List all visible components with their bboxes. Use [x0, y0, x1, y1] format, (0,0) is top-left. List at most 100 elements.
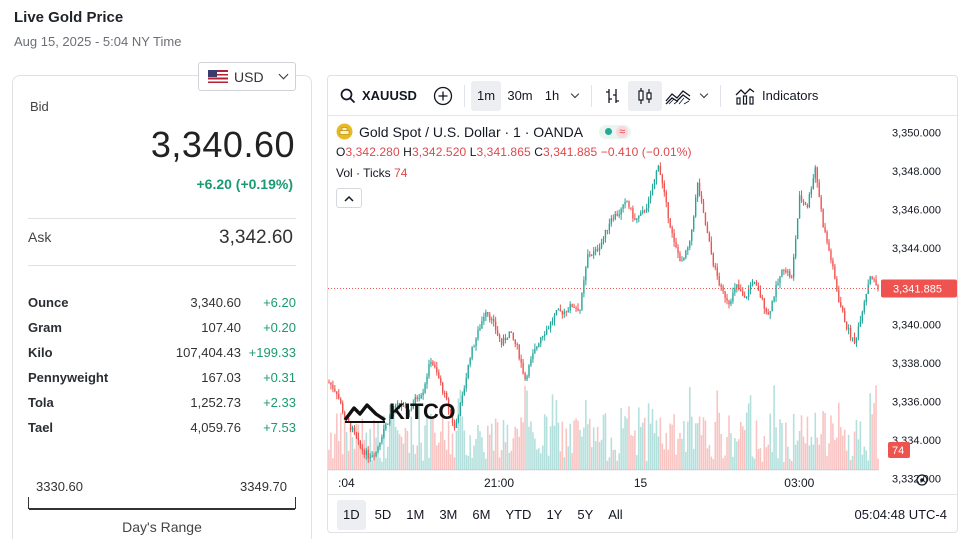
volume-bar	[496, 422, 499, 470]
volume-bar	[836, 437, 838, 470]
volume-bar	[681, 438, 683, 470]
candle	[693, 216, 695, 230]
candle	[649, 195, 652, 200]
candle	[700, 195, 703, 202]
candle	[734, 288, 736, 293]
interval-dropdown[interactable]	[565, 81, 585, 111]
chart-style-dropdown[interactable]	[694, 81, 714, 111]
y-tick-label: 3,350.000	[892, 127, 941, 139]
volume-bar	[704, 420, 707, 470]
volume-bar	[679, 432, 681, 470]
volume-bar	[716, 390, 719, 470]
volume-bar	[690, 416, 693, 470]
candle	[840, 302, 842, 307]
volume-bar	[834, 439, 836, 470]
range-5y[interactable]: 5Y	[577, 507, 594, 522]
collapse-legend-button[interactable]	[336, 188, 362, 208]
volume-bar	[457, 398, 460, 470]
chart-style-button[interactable]	[662, 81, 694, 111]
volume-bar	[575, 418, 577, 470]
volume-bar	[402, 443, 405, 470]
candle	[775, 284, 777, 298]
currency-select[interactable]: USD	[198, 62, 296, 91]
candle	[589, 254, 591, 256]
volume-bar	[343, 415, 346, 470]
candle	[742, 291, 744, 296]
candle	[396, 403, 399, 406]
candle	[826, 232, 828, 243]
open-value: 3,342.280	[345, 145, 400, 159]
bid-price: 3,340.60	[150, 124, 295, 165]
candle	[543, 334, 546, 337]
symbol-search[interactable]: XAUUSD	[328, 88, 428, 104]
candle	[789, 271, 791, 278]
volume-bar	[406, 430, 409, 470]
candle	[873, 279, 875, 281]
volume-bar	[432, 415, 434, 470]
candle	[867, 284, 869, 294]
candle	[506, 338, 509, 340]
range-1m[interactable]: 1M	[406, 507, 425, 522]
volume-bar	[332, 458, 334, 470]
volume-bar	[634, 430, 636, 470]
volume-bar	[334, 433, 336, 470]
candle	[781, 270, 783, 277]
volume-bar	[702, 417, 705, 470]
unit-price: 3,340.60	[190, 295, 241, 310]
current-volume-tag	[888, 442, 910, 458]
volume-bar	[794, 444, 797, 470]
unit-name: Kilo	[28, 345, 53, 360]
range-all[interactable]: All	[608, 507, 623, 522]
range-6m[interactable]: 6M	[472, 507, 491, 522]
volume-bar	[657, 436, 660, 470]
volume-bar	[463, 430, 466, 470]
candles-button[interactable]	[628, 80, 662, 111]
volume-bar	[606, 460, 609, 470]
volume-bar	[708, 445, 711, 470]
unit-price: 107.40	[201, 320, 241, 335]
volume-bar	[757, 449, 760, 470]
volume-bar	[528, 426, 530, 470]
range-1y[interactable]: 1Y	[546, 507, 563, 522]
bar-replay-button[interactable]	[598, 81, 628, 111]
price-chart[interactable]: 3,350.000 3,348.000 3,346.000 3,344.000 3,34…	[328, 117, 958, 494]
indicators-button[interactable]: Indicators	[727, 81, 826, 111]
chevron-down-icon	[570, 89, 580, 99]
candle	[671, 227, 673, 234]
candle	[557, 309, 560, 311]
volume-bar	[573, 420, 575, 470]
range-ytd[interactable]: YTD	[505, 507, 532, 522]
volume-bar	[622, 428, 624, 470]
volume-bar	[339, 412, 342, 470]
candle	[404, 405, 407, 408]
volume-bar	[404, 428, 407, 470]
compare-symbol-button[interactable]	[428, 81, 458, 111]
days-range-low: 3330.60	[36, 479, 83, 494]
candle	[685, 250, 687, 258]
range-1d[interactable]: 1D	[337, 499, 366, 530]
candle	[755, 282, 758, 286]
chevron-down-icon	[699, 89, 709, 99]
volume-bar	[839, 427, 842, 470]
volume-bar	[745, 412, 748, 470]
volume-bar	[855, 419, 858, 470]
range-3m[interactable]: 3M	[439, 507, 458, 522]
candle	[738, 284, 740, 290]
y-tick-label: 3,340.000	[892, 320, 941, 332]
interval-1h[interactable]: 1h	[544, 88, 560, 103]
candle	[871, 276, 873, 280]
candle	[769, 311, 771, 315]
high-value: 3,342.520	[411, 145, 467, 159]
current-price-tag	[881, 279, 957, 298]
volume-bar	[485, 458, 487, 470]
candle	[724, 291, 726, 299]
range-5d[interactable]: 5D	[374, 507, 392, 522]
volume-bar	[357, 424, 360, 470]
interval-1m[interactable]: 1m	[471, 80, 501, 111]
volume-bar	[396, 430, 399, 470]
candle	[389, 416, 391, 424]
interval-30m[interactable]: 30m	[507, 88, 533, 103]
volume-bar	[506, 424, 509, 470]
candle	[828, 242, 830, 251]
volume-bar	[514, 426, 517, 470]
